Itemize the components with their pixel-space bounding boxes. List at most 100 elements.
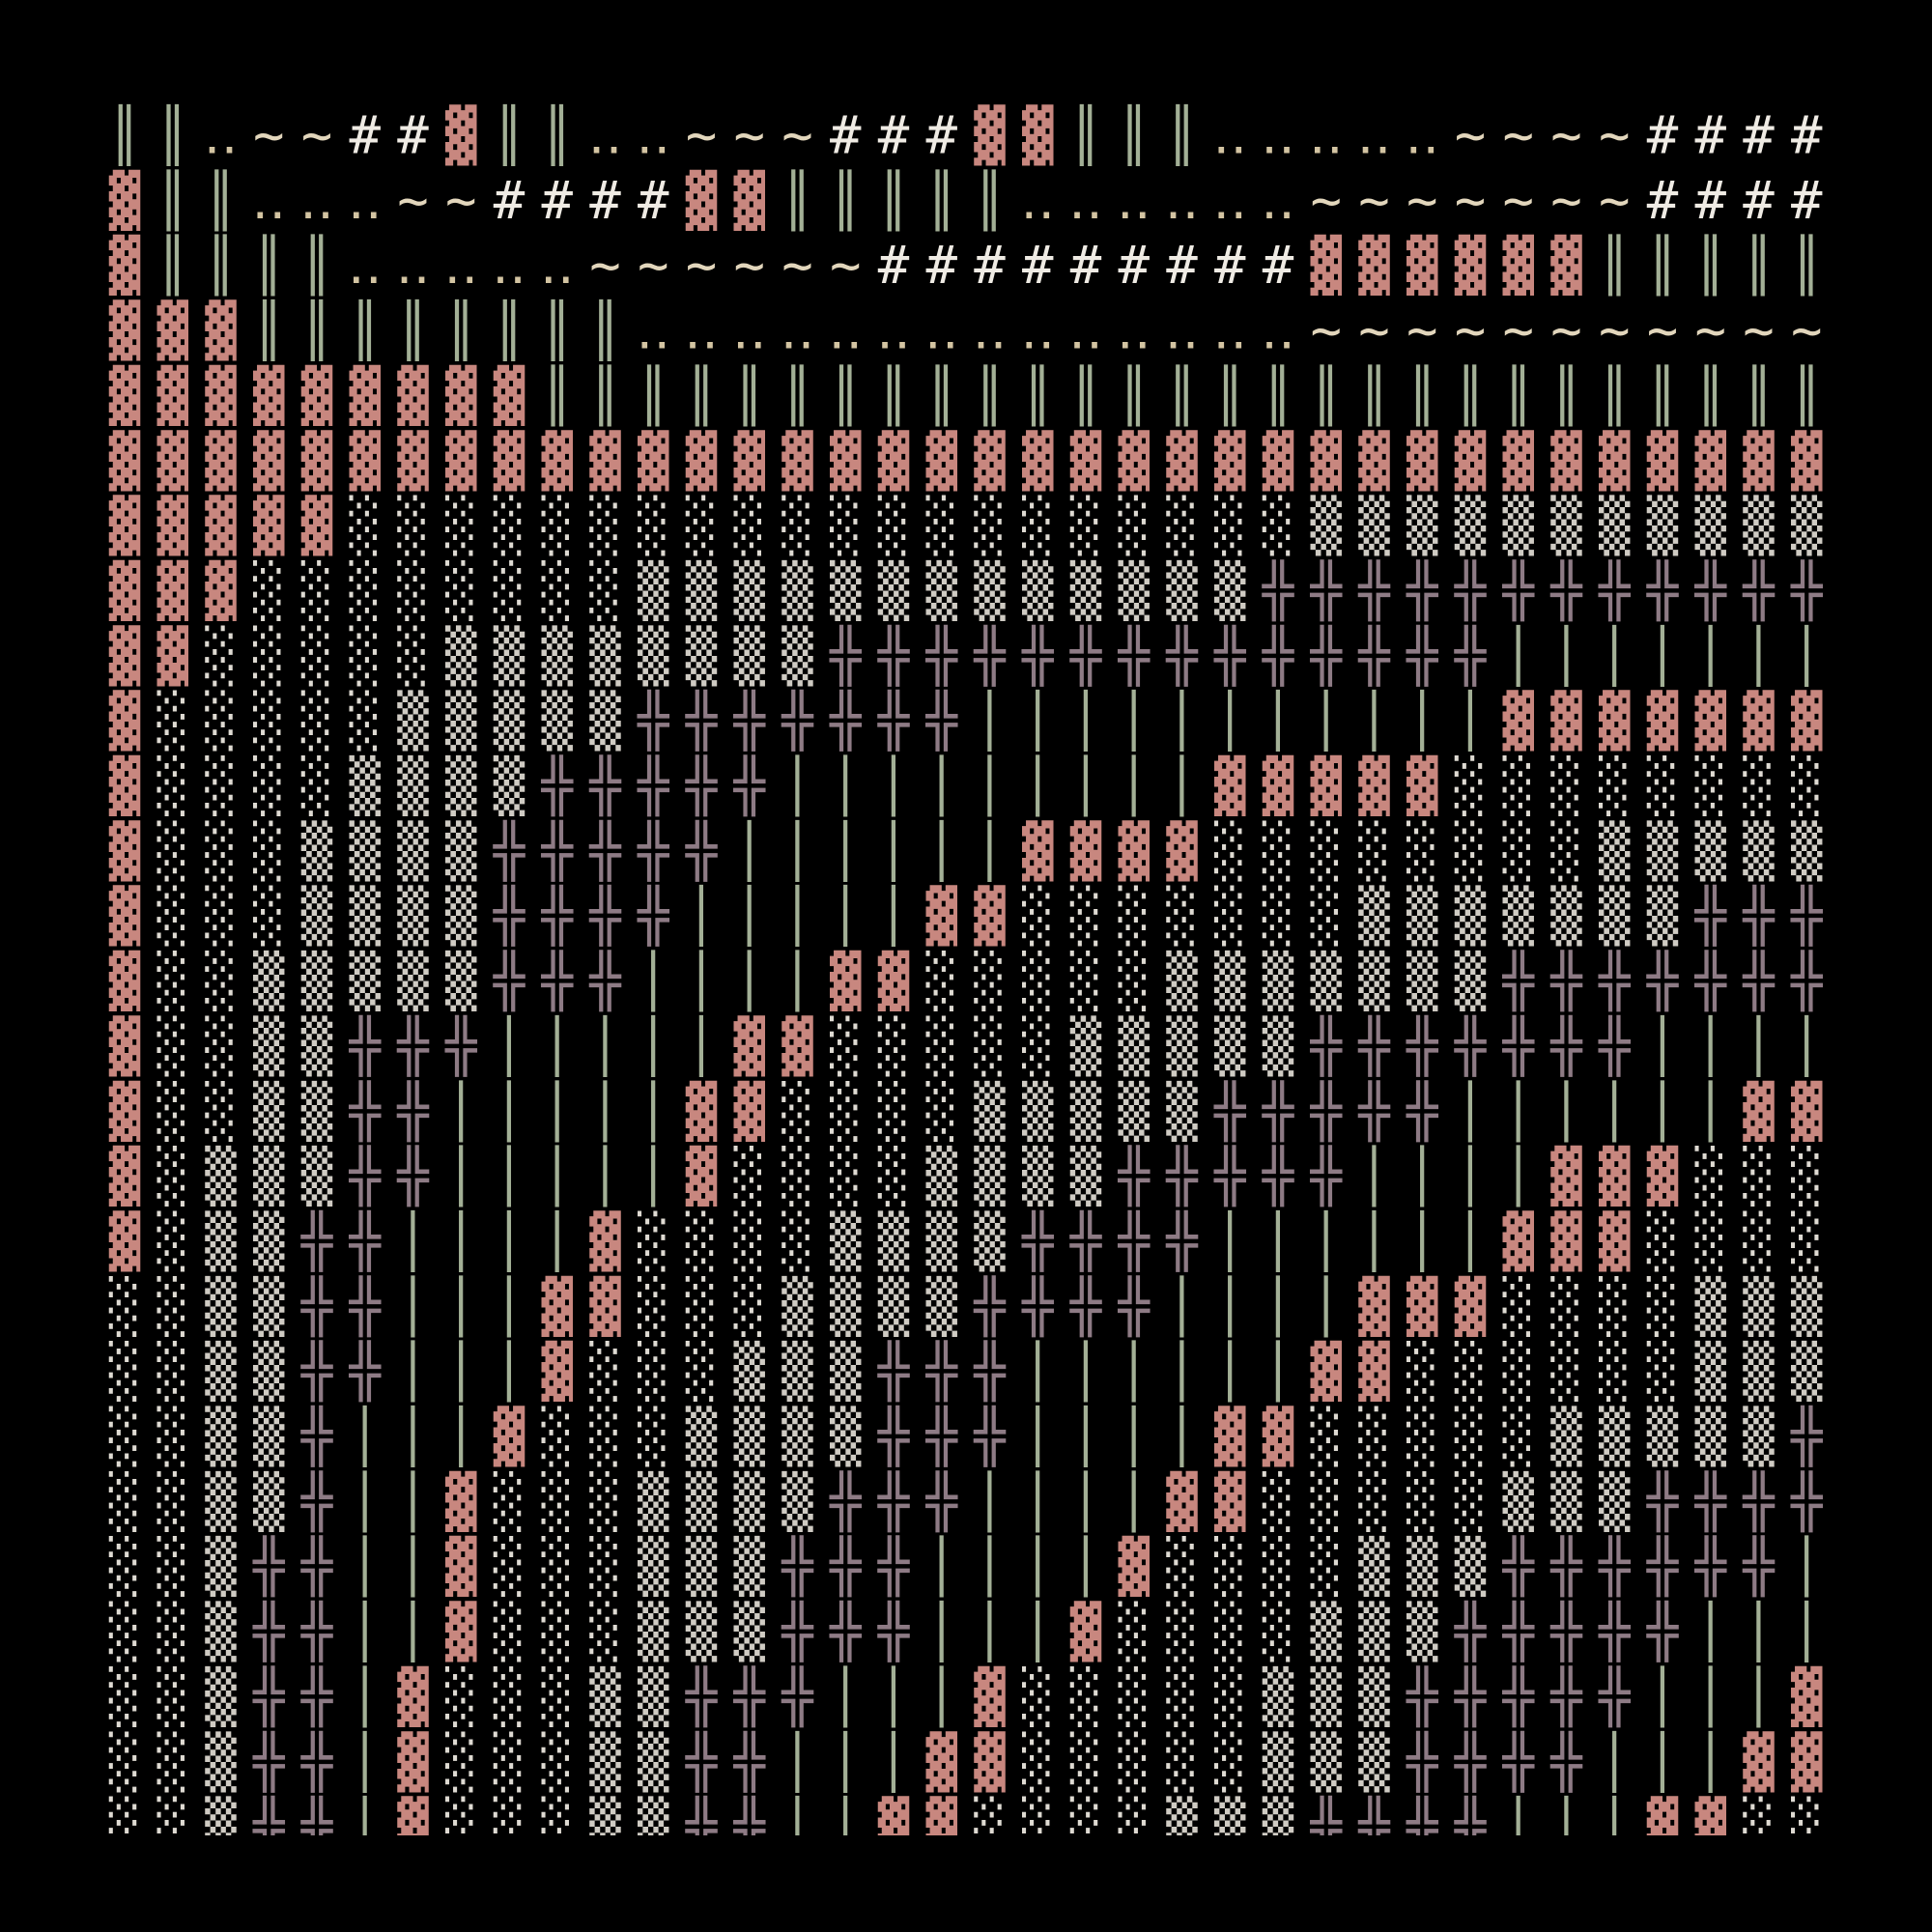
- glyph-cell: ╬: [1357, 1796, 1390, 1859]
- glyph-cell: │: [638, 1014, 669, 1077]
- glyph-cell: ╬: [1069, 624, 1102, 687]
- glyph-cell: ╬: [1262, 559, 1294, 622]
- glyph-cell: ║: [1550, 364, 1582, 427]
- glyph-cell: ▒: [974, 559, 1006, 621]
- glyph-cell: ░: [109, 1406, 141, 1467]
- glyph-cell: ░: [589, 1470, 621, 1532]
- glyph-cell: ▒: [974, 1145, 1006, 1207]
- glyph-cell: ░: [686, 1209, 718, 1271]
- glyph-cell: ║: [494, 299, 526, 362]
- glyph-cell: ▒: [1166, 1014, 1198, 1076]
- glyph-cell: ╬: [348, 1340, 381, 1403]
- glyph-cell: │: [1358, 1209, 1390, 1272]
- glyph-cell: ▒: [1455, 495, 1487, 556]
- glyph-cell: ╬: [1598, 1014, 1631, 1077]
- glyph-cell: ▒: [397, 885, 429, 947]
- glyph-cell: ░: [1070, 1796, 1102, 1858]
- glyph-cell: ░: [1310, 1535, 1342, 1597]
- glyph-cell: ▒: [686, 1406, 718, 1467]
- glyph-cell: │: [1502, 624, 1534, 687]
- glyph-cell: ▒: [205, 1470, 237, 1532]
- glyph-cell: ░: [109, 1535, 141, 1597]
- glyph-cell: ▒: [1358, 1730, 1390, 1792]
- glyph-cell: ╬: [1357, 624, 1390, 687]
- glyph-cell: ~: [1550, 105, 1582, 166]
- glyph-cell: │: [445, 1406, 477, 1468]
- glyph-cell: │: [1694, 1080, 1726, 1143]
- glyph-cell: ░: [1118, 1601, 1150, 1662]
- glyph-cell: ░: [1502, 1340, 1534, 1402]
- glyph-cell: │: [589, 1145, 621, 1208]
- glyph-cell: ▒: [445, 754, 477, 816]
- glyph-cell: ▓: [1502, 429, 1534, 491]
- glyph-cell: ░: [1263, 885, 1294, 947]
- glyph-cell: ║: [1502, 364, 1534, 427]
- glyph-cell: ║: [589, 299, 621, 362]
- glyph-cell: ▓: [1791, 690, 1823, 752]
- glyph-cell: ▓: [445, 1470, 477, 1532]
- glyph-cell: ║: [781, 364, 813, 427]
- glyph-cell: ░: [1647, 1340, 1679, 1402]
- glyph-cell: ▒: [1070, 559, 1102, 621]
- glyph-cell: ╬: [252, 1535, 285, 1598]
- glyph-cell: ║: [205, 234, 237, 297]
- glyph-cell: ░: [205, 885, 237, 947]
- glyph-cell: ▓: [109, 495, 141, 556]
- glyph-cell: ▓: [1406, 234, 1438, 296]
- glyph-cell: ▒: [1550, 1406, 1582, 1467]
- glyph-cell: ╬: [877, 690, 910, 753]
- glyph-cell: ░: [205, 819, 237, 881]
- glyph-cell: ░: [205, 624, 237, 686]
- glyph-cell: ░: [1214, 495, 1246, 556]
- glyph-cell: ▓: [109, 690, 141, 752]
- glyph-cell: ╬: [1069, 1209, 1102, 1272]
- glyph-cell: ░: [156, 950, 188, 1011]
- glyph-cell: ░: [1118, 885, 1150, 947]
- glyph-cell: ‥: [1068, 170, 1103, 231]
- glyph-cell: │: [1214, 1275, 1246, 1338]
- glyph-cell: │: [1599, 1796, 1631, 1859]
- glyph-cell: ▓: [974, 104, 1006, 166]
- glyph-cell: ▓: [445, 1601, 477, 1662]
- glyph-cell: ▒: [349, 754, 381, 816]
- glyph-cell: ~: [1599, 170, 1631, 231]
- glyph-cell: ░: [156, 1145, 188, 1207]
- glyph-cell: │: [397, 1470, 429, 1533]
- glyph-cell: │: [1599, 1730, 1631, 1793]
- glyph-cell: ‥: [1164, 300, 1199, 361]
- glyph-cell: │: [1214, 1340, 1246, 1403]
- glyph-cell: ░: [494, 559, 526, 621]
- glyph-cell: │: [1647, 624, 1679, 687]
- glyph-cell: ~: [589, 235, 621, 296]
- glyph-cell: ╬: [300, 1730, 333, 1793]
- glyph-cell: │: [733, 819, 765, 882]
- glyph-cell: │: [1550, 1080, 1582, 1143]
- glyph-cell: ╬: [588, 819, 621, 882]
- glyph-cell: ▓: [1647, 429, 1679, 491]
- glyph-cell: ╬: [1790, 1406, 1823, 1468]
- glyph-cell: ▓: [494, 364, 526, 426]
- glyph-cell: ║: [1166, 104, 1198, 167]
- glyph-cell: ░: [1743, 1209, 1775, 1271]
- glyph-cell: ░: [156, 1665, 188, 1727]
- glyph-cell: │: [1070, 1340, 1102, 1403]
- glyph-cell: │: [1022, 1406, 1054, 1468]
- glyph-cell: ▓: [1791, 1080, 1823, 1142]
- glyph-cell: ▒: [1550, 885, 1582, 947]
- glyph-cell: #: [1647, 170, 1679, 231]
- glyph-cell: ░: [1070, 495, 1102, 556]
- glyph-cell: ░: [1647, 754, 1679, 816]
- glyph-cell: ╬: [1262, 624, 1294, 687]
- glyph-cell: │: [686, 1014, 718, 1077]
- glyph-cell: ▓: [109, 299, 141, 361]
- glyph-cell: ▓: [686, 1080, 718, 1142]
- glyph-cell: ░: [925, 950, 957, 1011]
- glyph-cell: ▒: [1118, 559, 1150, 621]
- glyph-cell: ▒: [638, 1730, 669, 1792]
- glyph-cell: ╬: [1454, 1601, 1487, 1663]
- glyph-cell: ▒: [1358, 1601, 1390, 1662]
- glyph-cell: #: [878, 105, 910, 166]
- glyph-cell: ▓: [1263, 1406, 1294, 1467]
- glyph-cell: ▓: [1022, 819, 1054, 881]
